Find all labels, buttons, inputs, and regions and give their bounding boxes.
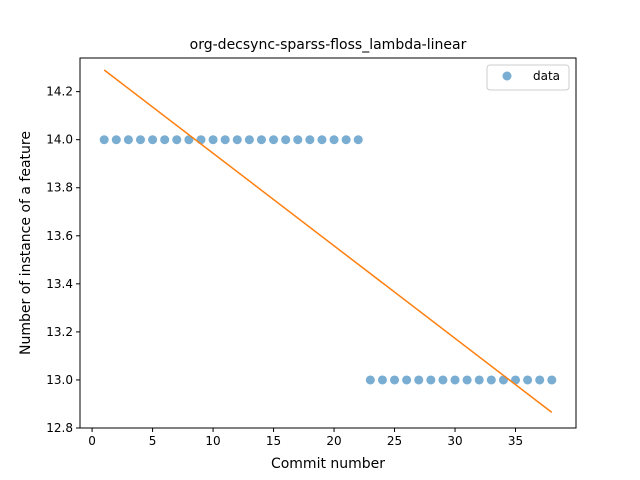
data-point [135,135,145,145]
data-point [523,375,533,385]
y-tick-label: 13.8 [46,181,73,195]
data-point [172,135,182,145]
data-point [329,135,339,145]
y-axis-label: Number of instance of a feature [18,131,34,355]
x-tick-label: 5 [149,434,157,448]
y-tick-label: 13.0 [46,373,73,387]
data-point [196,135,206,145]
y-tick-label: 13.6 [46,229,73,243]
data-point [402,375,412,385]
data-point [535,375,545,385]
data-point [486,375,496,385]
x-axis-label: Commit number [271,456,385,472]
data-point [99,135,109,145]
data-point [317,135,327,145]
data-point [426,375,436,385]
y-tick-label: 12.8 [46,421,73,435]
data-point [293,135,303,145]
y-tick-label: 13.2 [46,325,73,339]
data-point [390,375,400,385]
legend-label-data: data [533,69,560,83]
data-point [547,375,557,385]
data-point [232,135,242,145]
data-point [111,135,121,145]
data-point [438,375,448,385]
data-point [498,375,508,385]
x-tick-label: 20 [326,434,341,448]
y-tick-label: 14.2 [46,85,73,99]
data-point [148,135,158,145]
x-tick-label: 35 [508,434,523,448]
plot-marks [99,69,557,413]
data-point [353,135,363,145]
data-point [474,375,484,385]
data-point [281,135,291,145]
y-tick-label: 14.0 [46,133,73,147]
y-tick-label: 13.4 [46,277,73,291]
axis-ticks: 0 5 10 15 20 25 30 35 12.8 13.0 13.2 13.4 13.6 13.8 14… [46,85,523,448]
data-point [160,135,170,145]
data-point [256,135,266,145]
data-point [123,135,133,145]
data-point [244,135,254,145]
chart-title: org-decsync-sparss-floss_lambda-linear [190,37,467,53]
x-tick-label: 0 [88,434,96,448]
data-point [414,375,424,385]
data-point [377,375,387,385]
legend: data [486,64,570,91]
data-point [365,375,375,385]
data-point [208,135,218,145]
data-point [305,135,315,145]
plot-frame [79,57,577,429]
legend-marker-data [502,71,512,81]
legend-box [486,64,570,91]
data-point [450,375,460,385]
x-tick-label: 25 [387,434,402,448]
data-point [220,135,230,145]
x-tick-label: 15 [266,434,281,448]
data-point [462,375,472,385]
x-tick-label: 30 [447,434,462,448]
data-point [269,135,279,145]
x-tick-label: 10 [205,434,220,448]
trend-line [103,69,553,413]
data-point [341,135,351,145]
